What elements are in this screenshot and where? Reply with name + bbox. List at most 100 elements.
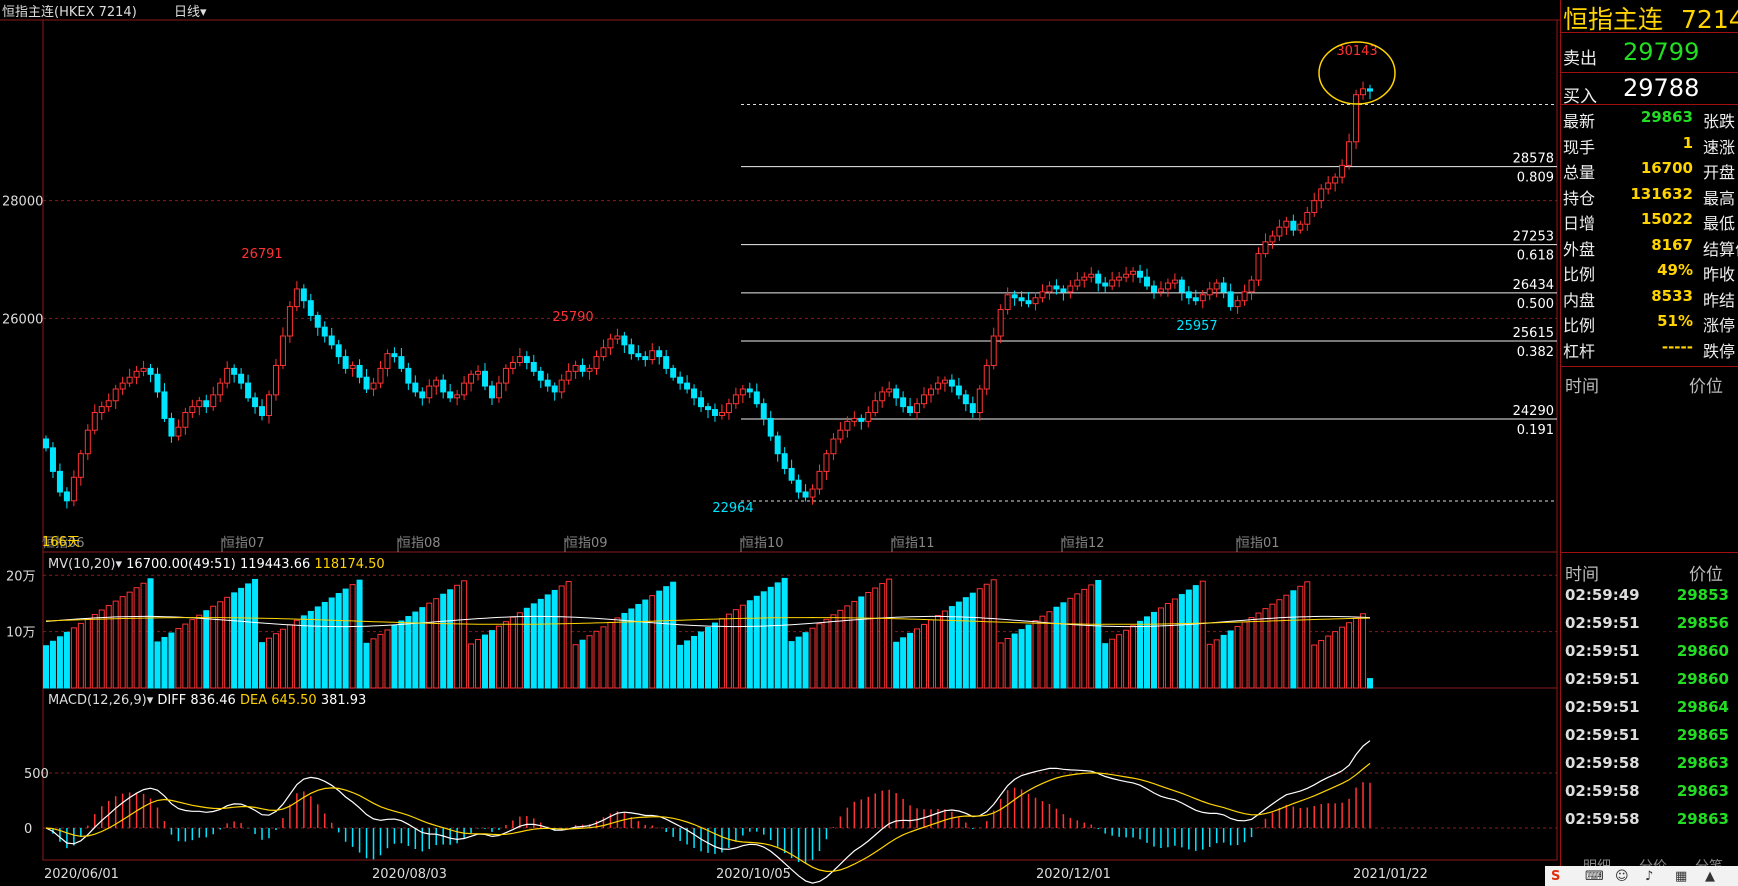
volume-bar xyxy=(1164,602,1171,689)
fib-price: 26434 xyxy=(1513,278,1554,293)
volume-bar xyxy=(1360,613,1367,689)
volume-bar xyxy=(858,596,865,689)
candle-body xyxy=(523,356,530,364)
volume-bar xyxy=(537,598,544,689)
candle-body xyxy=(1220,282,1227,293)
candle-body xyxy=(70,476,77,502)
volume-bar xyxy=(934,614,941,689)
candle-body xyxy=(663,356,670,369)
candle-body xyxy=(433,379,440,387)
volume-bar xyxy=(231,592,238,689)
candle-body xyxy=(1227,291,1234,308)
candle-body xyxy=(112,388,119,402)
volume-bar xyxy=(600,626,607,689)
volume-bar xyxy=(63,631,70,689)
sell-price: 29799 xyxy=(1623,38,1700,66)
candle-body xyxy=(1234,300,1241,308)
candle-body xyxy=(1297,223,1304,231)
candle-body xyxy=(502,367,509,384)
volume-bar xyxy=(663,586,670,689)
volume-bar xyxy=(349,584,356,689)
contract-title[interactable]: 恒指主连(HKEX 7214) xyxy=(2,5,137,20)
candle-body xyxy=(77,453,84,478)
candle-body xyxy=(426,385,433,399)
candle-body xyxy=(147,367,154,375)
period-selector[interactable]: 日线▾ xyxy=(174,5,207,20)
candle-body xyxy=(1304,211,1311,225)
volume-bar xyxy=(1123,629,1130,689)
candle-body xyxy=(286,306,293,337)
candle-body xyxy=(774,435,781,455)
volume-legend: MV(10,20)▾ 16700.00(49:51) 119443.66 118… xyxy=(48,557,385,572)
quote-row-value: 29863 xyxy=(1640,108,1693,126)
ime-logo-icon[interactable]: S xyxy=(1551,869,1561,884)
quote-row-value: 16700 xyxy=(1640,159,1693,177)
volume-bar xyxy=(175,628,182,689)
candle-body xyxy=(886,388,893,393)
candle-body xyxy=(962,394,969,405)
volume-bar xyxy=(711,622,718,689)
volume-bar xyxy=(941,610,948,689)
volume-bar xyxy=(405,616,412,689)
volume-bar xyxy=(412,611,419,689)
ime-toolbar[interactable]: S ⌨ ☺ ♪ ▦ ▲ xyxy=(1545,866,1738,886)
volume-bar xyxy=(335,593,342,689)
candle-body xyxy=(516,356,523,364)
candle-body xyxy=(307,300,314,316)
quote-row-label: 比例 xyxy=(1563,265,1596,284)
macd-legend: MACD(12,26,9)▾ DIFF 836.46 DEA 645.50 38… xyxy=(48,693,366,708)
fib-price: 24290 xyxy=(1513,404,1554,419)
candle-body xyxy=(56,470,63,493)
volume-bar xyxy=(119,596,126,689)
chart-area[interactable]: 28578 0.809 27253 0.618 26434 0.500 25615 0.382… xyxy=(0,0,1560,886)
x-date-label: 2020/08/03 xyxy=(372,867,447,882)
candle-body xyxy=(84,429,91,455)
fibonacci-levels: 28578 0.809 27253 0.618 26434 0.500 25615 0.382… xyxy=(741,104,1557,502)
candle-body xyxy=(1290,220,1297,231)
volume-bar xyxy=(997,642,1004,689)
volume-bar xyxy=(983,583,990,689)
candle-body xyxy=(252,397,259,408)
volume-bar xyxy=(586,635,593,689)
quote-row-label-2: 结算价 xyxy=(1703,239,1738,259)
candle-body xyxy=(210,394,217,408)
quote-row: 内盘 8533 昨结 xyxy=(1561,287,1738,313)
emoji-icon[interactable]: ☺ xyxy=(1615,869,1629,884)
candle-body xyxy=(551,385,558,393)
volume-bar xyxy=(398,620,405,689)
candle-body xyxy=(684,382,691,390)
candle-body xyxy=(760,403,767,419)
tick-time: 02:59:51 xyxy=(1565,614,1640,632)
month-label-first: 恒指06 xyxy=(42,536,85,551)
volume-bar xyxy=(1032,620,1039,689)
candle-body xyxy=(314,314,321,328)
candle-body xyxy=(168,417,175,437)
volume-bar xyxy=(628,608,635,689)
keyboard-icon[interactable]: ⌨ xyxy=(1585,869,1604,884)
mic-icon[interactable]: ♪ xyxy=(1645,869,1654,884)
volume-bar xyxy=(691,635,698,689)
candle-body xyxy=(1060,288,1067,293)
volume-bar xyxy=(293,619,300,689)
shirt-icon[interactable]: ▲ xyxy=(1705,869,1715,884)
price-header: 价位 xyxy=(1689,565,1723,585)
tick-time: 02:59:58 xyxy=(1565,782,1640,800)
candle-body xyxy=(161,391,168,419)
month-label: 恒指07 xyxy=(222,536,265,551)
candle-body xyxy=(482,370,489,387)
candle-body xyxy=(265,394,272,416)
volume-bar xyxy=(802,632,809,689)
volume-bar xyxy=(530,603,537,689)
candle-body xyxy=(300,288,307,302)
volume-bar xyxy=(238,587,245,689)
month-label: 恒指11 xyxy=(892,536,935,551)
volume-bar xyxy=(49,640,56,689)
grid-icon[interactable]: ▦ xyxy=(1675,869,1688,884)
candle-body xyxy=(530,362,537,372)
candle-body xyxy=(851,417,858,422)
volume-bar xyxy=(1150,611,1157,689)
volume-bar xyxy=(1116,634,1123,689)
volume-bar xyxy=(558,585,565,689)
tick-time: 02:59:58 xyxy=(1565,754,1640,772)
volume-bar xyxy=(635,604,642,689)
